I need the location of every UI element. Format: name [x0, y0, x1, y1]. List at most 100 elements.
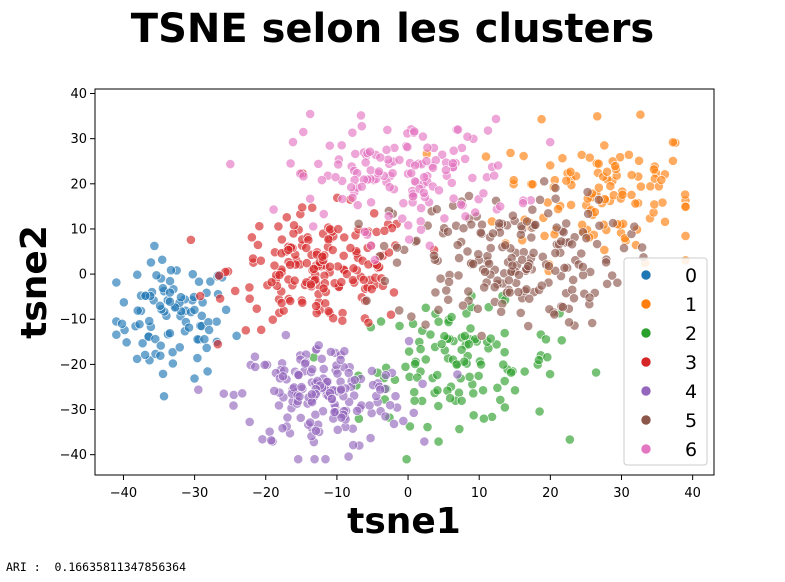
point-cluster-5 — [458, 300, 468, 311]
point-cluster-2 — [420, 302, 431, 313]
x-tick-label: 0 — [404, 486, 412, 501]
point-cluster-1 — [626, 189, 637, 200]
point-cluster-6 — [356, 181, 367, 192]
point-cluster-1 — [602, 166, 612, 177]
point-cluster-2 — [498, 359, 509, 370]
point-cluster-4 — [310, 409, 321, 420]
point-cluster-2 — [459, 331, 470, 341]
point-cluster-5 — [619, 243, 629, 254]
point-cluster-5 — [443, 294, 454, 305]
point-cluster-4 — [398, 416, 409, 426]
point-cluster-4 — [300, 358, 311, 369]
point-cluster-3 — [244, 293, 255, 304]
point-cluster-2 — [415, 344, 426, 354]
legend-label-6: 6 — [685, 439, 697, 461]
point-cluster-6 — [416, 203, 426, 213]
point-cluster-5 — [527, 204, 538, 215]
point-cluster-5 — [507, 260, 518, 271]
point-cluster-3 — [273, 221, 284, 232]
point-cluster-5 — [629, 221, 640, 232]
point-cluster-1 — [668, 137, 678, 148]
point-cluster-1 — [668, 155, 678, 166]
point-cluster-4 — [250, 362, 261, 372]
point-cluster-6 — [370, 254, 380, 265]
point-cluster-4 — [364, 400, 375, 411]
point-cluster-4 — [452, 369, 463, 380]
point-cluster-0 — [166, 265, 176, 276]
point-cluster-4 — [313, 340, 324, 351]
point-cluster-1 — [557, 153, 568, 164]
point-cluster-5 — [420, 319, 431, 330]
point-cluster-2 — [468, 388, 479, 399]
point-cluster-5 — [567, 239, 577, 250]
point-cluster-5 — [379, 241, 389, 251]
point-cluster-0 — [134, 319, 145, 330]
point-cluster-2 — [433, 316, 444, 327]
point-cluster-0 — [167, 347, 178, 358]
point-cluster-2 — [445, 393, 456, 404]
point-cluster-6 — [518, 198, 528, 208]
point-cluster-0 — [165, 328, 175, 339]
point-cluster-2 — [495, 395, 506, 405]
point-cluster-0 — [187, 269, 198, 280]
point-cluster-6 — [350, 148, 361, 159]
point-cluster-4 — [293, 454, 304, 465]
point-cluster-5 — [515, 229, 526, 240]
point-cluster-2 — [412, 372, 423, 383]
point-cluster-2 — [499, 347, 510, 358]
point-cluster-3 — [369, 208, 380, 219]
point-cluster-5 — [431, 204, 442, 215]
point-cluster-1 — [518, 151, 529, 161]
legend-label-1: 1 — [685, 294, 697, 316]
legend-marker-2 — [640, 327, 652, 339]
point-cluster-6 — [428, 162, 438, 173]
point-cluster-5 — [539, 176, 550, 187]
point-cluster-3 — [253, 240, 263, 250]
point-cluster-3 — [348, 263, 359, 274]
point-cluster-5 — [612, 277, 623, 288]
point-cluster-0 — [189, 304, 200, 315]
point-cluster-3 — [281, 212, 292, 223]
point-cluster-1 — [545, 160, 556, 171]
point-cluster-2 — [478, 385, 488, 396]
point-cluster-3 — [195, 291, 206, 301]
point-cluster-4 — [343, 451, 354, 462]
point-cluster-3 — [325, 261, 335, 272]
point-cluster-4 — [277, 423, 288, 434]
point-cluster-0 — [202, 366, 213, 377]
point-cluster-4 — [293, 369, 304, 380]
point-cluster-2 — [456, 395, 467, 406]
point-cluster-0 — [157, 254, 168, 265]
point-cluster-0 — [167, 358, 178, 369]
point-cluster-4 — [375, 384, 386, 395]
point-cluster-1 — [505, 148, 516, 158]
point-cluster-3 — [289, 220, 299, 231]
point-cluster-1 — [566, 200, 576, 210]
point-cluster-3 — [215, 293, 226, 304]
point-cluster-3 — [276, 298, 287, 308]
point-cluster-3 — [274, 269, 285, 280]
point-cluster-6 — [470, 207, 481, 218]
point-cluster-5 — [576, 248, 587, 259]
point-cluster-2 — [454, 424, 465, 434]
point-cluster-6 — [268, 204, 279, 215]
point-cluster-4 — [408, 407, 419, 418]
point-cluster-5 — [535, 194, 545, 205]
point-cluster-5 — [433, 304, 444, 315]
point-cluster-2 — [409, 387, 420, 398]
plot-frame — [94, 88, 715, 476]
point-cluster-4 — [305, 417, 316, 428]
point-cluster-5 — [468, 259, 479, 269]
point-cluster-4 — [349, 375, 360, 385]
point-cluster-6 — [336, 140, 347, 151]
point-cluster-1 — [680, 201, 691, 212]
point-cluster-5 — [472, 303, 483, 314]
point-cluster-6 — [324, 140, 335, 151]
legend-marker-5 — [640, 414, 652, 426]
point-cluster-0 — [117, 318, 127, 329]
point-cluster-2 — [487, 411, 497, 422]
point-cluster-4 — [193, 384, 204, 395]
point-cluster-5 — [577, 262, 588, 272]
point-cluster-1 — [649, 164, 659, 175]
